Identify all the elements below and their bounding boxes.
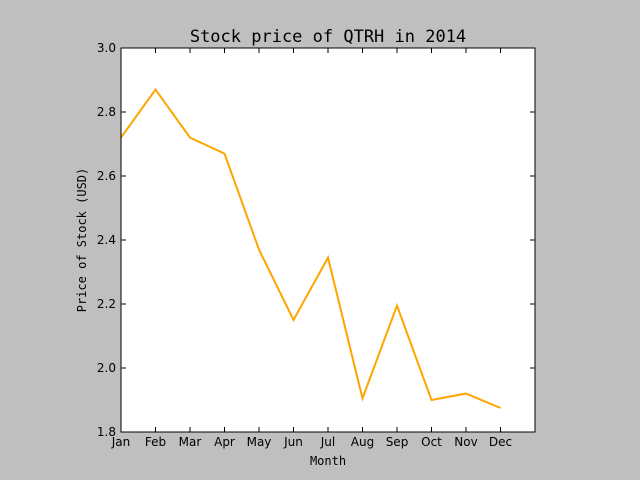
series-line xyxy=(120,87,501,409)
x-tick-label: May xyxy=(247,435,272,449)
x-tick-label: Sep xyxy=(386,435,409,449)
plot-frame xyxy=(120,47,536,433)
x-tick-label: Mar xyxy=(179,435,202,449)
x-tick-label: Jul xyxy=(320,435,335,449)
y-tick-label: 2.8 xyxy=(97,105,116,119)
y-axis-label: Price of Stock (USD) xyxy=(75,168,89,313)
x-tick-label: Jun xyxy=(283,435,303,449)
y-tick-label: 2.4 xyxy=(97,233,116,247)
chart-title: Stock price of QTRH in 2014 xyxy=(190,27,466,47)
series-layer xyxy=(120,87,501,409)
y-tick-label: 2.2 xyxy=(97,297,116,311)
y-tick-label: 2.0 xyxy=(97,361,116,375)
y-tick-label: 1.8 xyxy=(97,425,116,439)
x-tick-labels: Jan Feb Mar Apr May Jun Jul Aug Sep Oct Nov Dec xyxy=(111,435,512,449)
plot-area xyxy=(121,48,535,432)
x-tick-label: Feb xyxy=(145,435,166,449)
x-tick-label: Aug xyxy=(351,435,374,449)
y-tick-label: 3.0 xyxy=(97,41,116,55)
y-tick-labels: 1.8 2.0 2.2 2.4 2.6 2.8 3.0 xyxy=(97,41,116,439)
x-tick-label: Nov xyxy=(454,435,477,449)
x-tick-label: Dec xyxy=(489,435,512,449)
x-tick-label: Apr xyxy=(214,435,235,449)
x-tick-label: Oct xyxy=(421,435,442,449)
x-axis-label: Month xyxy=(310,454,346,468)
x-tick-label: Jan xyxy=(111,435,131,449)
y-tick-label: 2.6 xyxy=(97,169,116,183)
